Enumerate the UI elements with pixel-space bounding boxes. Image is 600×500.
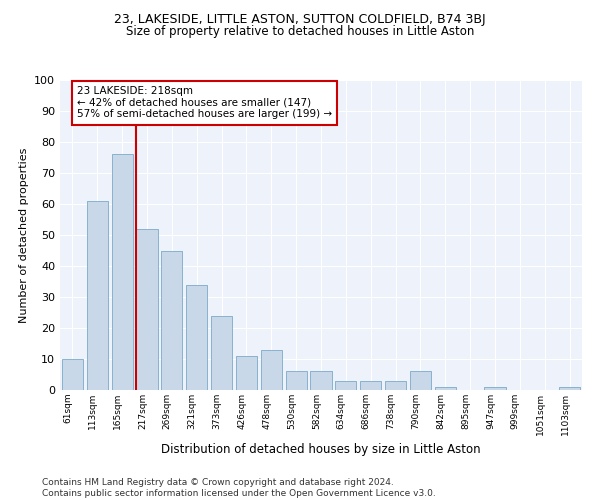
- Bar: [136, 229, 158, 390]
- Text: Size of property relative to detached houses in Little Aston: Size of property relative to detached ho…: [126, 25, 474, 38]
- Bar: [310, 372, 332, 390]
- Bar: [161, 250, 182, 390]
- Bar: [186, 284, 207, 390]
- Bar: [385, 380, 406, 390]
- Bar: [236, 356, 257, 390]
- Bar: [484, 387, 506, 390]
- Bar: [286, 372, 307, 390]
- Bar: [410, 372, 431, 390]
- Bar: [261, 350, 282, 390]
- Text: 23 LAKESIDE: 218sqm
← 42% of detached houses are smaller (147)
57% of semi-detac: 23 LAKESIDE: 218sqm ← 42% of detached ho…: [77, 86, 332, 120]
- Text: Contains HM Land Registry data © Crown copyright and database right 2024.
Contai: Contains HM Land Registry data © Crown c…: [42, 478, 436, 498]
- Bar: [360, 380, 381, 390]
- Bar: [335, 380, 356, 390]
- Text: 23, LAKESIDE, LITTLE ASTON, SUTTON COLDFIELD, B74 3BJ: 23, LAKESIDE, LITTLE ASTON, SUTTON COLDF…: [114, 12, 486, 26]
- Bar: [87, 201, 108, 390]
- Bar: [112, 154, 133, 390]
- Bar: [559, 387, 580, 390]
- Y-axis label: Number of detached properties: Number of detached properties: [19, 148, 29, 322]
- Bar: [62, 359, 83, 390]
- Bar: [211, 316, 232, 390]
- Bar: [435, 387, 456, 390]
- Text: Distribution of detached houses by size in Little Aston: Distribution of detached houses by size …: [161, 442, 481, 456]
